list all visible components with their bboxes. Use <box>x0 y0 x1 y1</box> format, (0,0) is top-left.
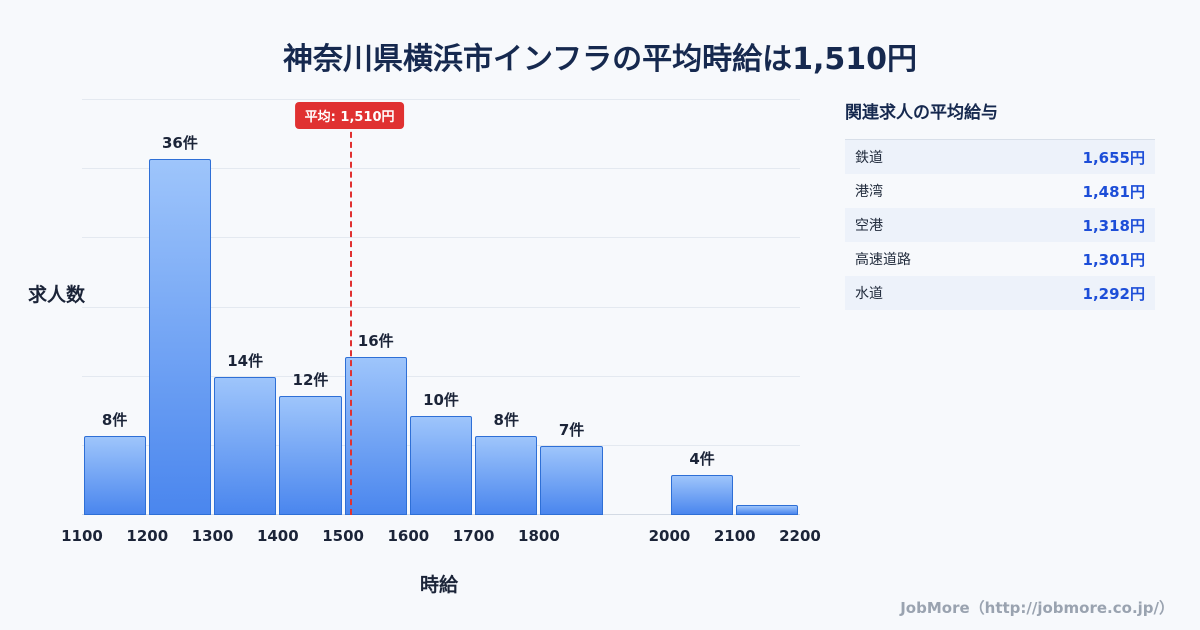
bar <box>83 435 146 515</box>
bar <box>540 445 603 515</box>
bar-value-label: 7件 <box>558 420 585 439</box>
y-axis-label: 求人数 <box>28 284 86 306</box>
bar-value-label: 8件 <box>493 410 519 429</box>
x-tick-label: 1500 <box>322 527 364 545</box>
job-category-label: 港湾 <box>855 184 883 200</box>
job-category-label: 空港 <box>855 218 883 234</box>
x-tick-label: 2000 <box>648 527 691 545</box>
histogram-chart: 8件 36件 14件 12件 16件 10件 8件 7件 4件 1100 1200 1300 1400 1… <box>61 99 821 545</box>
gridline <box>82 237 800 239</box>
gridline <box>82 375 800 377</box>
mean-line <box>349 122 352 515</box>
bar <box>148 159 212 515</box>
job-category-label: 鉄道 <box>855 150 883 166</box>
table-row: 高速道路 1,301円 <box>845 242 1155 276</box>
page-title: 神奈川県横浜市インフラの平均時給は1,510円 <box>283 42 917 77</box>
bar <box>344 356 407 515</box>
table-row: 水道 1,292円 <box>845 276 1155 310</box>
x-tick-label: 1600 <box>387 527 430 545</box>
related-jobs-title: 関連求人の平均給与 <box>845 103 998 123</box>
related-jobs-table: 鉄道 1,655円港湾 1,481円空港 1,318円高速道路 1,301円水道 1,29… <box>845 139 1155 310</box>
table-row: 空港 1,318円 <box>845 208 1155 242</box>
bar-value-label: 4件 <box>689 450 715 469</box>
gridline <box>82 168 800 170</box>
bar-value-label: 14件 <box>227 351 264 370</box>
job-average-wage: 1,655円 <box>1082 148 1145 167</box>
x-axis-label: 時給 <box>420 574 459 596</box>
x-tick-label: 1400 <box>256 527 299 545</box>
bar <box>670 475 734 515</box>
x-tick-label: 1100 <box>61 527 103 545</box>
x-tick-label: 1700 <box>452 527 495 545</box>
job-average-wage: 1,481円 <box>1082 182 1145 201</box>
job-average-wage: 1,301円 <box>1082 250 1145 269</box>
table-row: 鉄道 1,655円 <box>845 140 1155 174</box>
bar-value-label: 36件 <box>161 134 198 153</box>
x-tick-label: 1200 <box>126 527 169 545</box>
job-average-wage: 1,318円 <box>1082 216 1145 235</box>
job-category-label: 水道 <box>855 286 883 302</box>
bar-value-label: 10件 <box>423 391 459 410</box>
bar <box>214 376 277 515</box>
mean-badge: 平均: 1,510円 <box>294 102 405 129</box>
bar-value-label: 8件 <box>101 410 128 429</box>
bar-value-label: 16件 <box>357 331 394 350</box>
related-jobs-panel: 関連求人の平均給与 鉄道 1,655円港湾 1,481円空港 1,318円高速道路 1,… <box>845 98 1155 310</box>
job-category-label: 高速道路 <box>855 252 911 268</box>
table-row: 港湾 1,481円 <box>845 174 1155 208</box>
x-tick-label: 1800 <box>518 527 560 545</box>
bar <box>736 505 799 515</box>
bar <box>475 435 538 515</box>
bar <box>279 396 342 515</box>
x-tick-label: 2200 <box>779 527 821 545</box>
bar <box>409 416 473 515</box>
x-tick-label: 1300 <box>191 527 234 545</box>
x-tick-label: 2100 <box>713 527 756 545</box>
gridline <box>82 306 800 308</box>
footer-credit: JobMore（http://jobmore.co.jp/） <box>900 599 1174 617</box>
job-average-wage: 1,292円 <box>1082 284 1145 303</box>
bar-value-label: 12件 <box>292 371 329 390</box>
gridline <box>82 99 800 100</box>
